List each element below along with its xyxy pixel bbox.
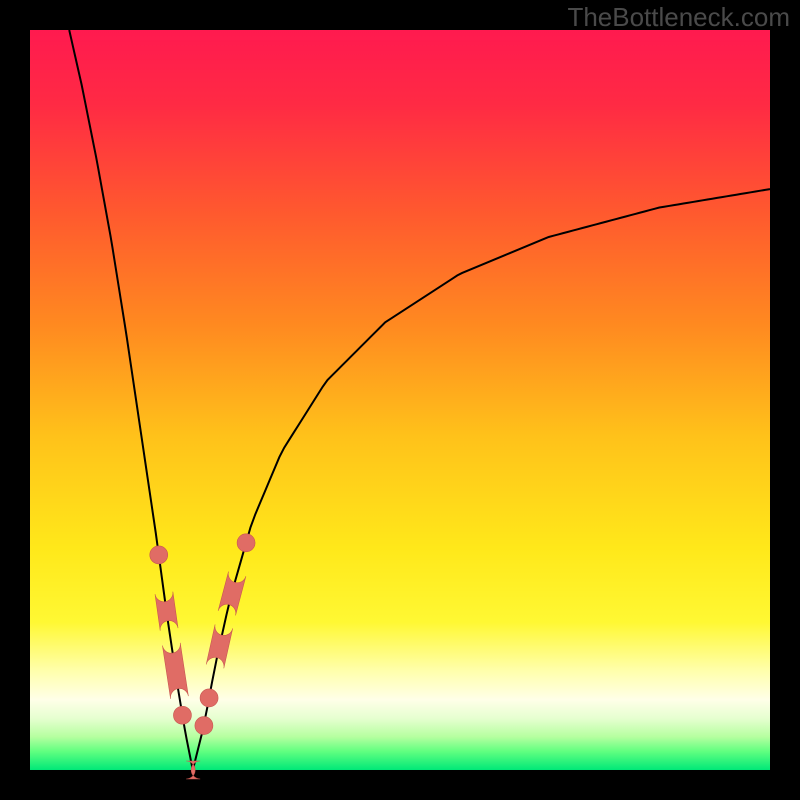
marker-dot xyxy=(237,534,255,552)
marker-dot xyxy=(150,546,168,564)
marker-dot xyxy=(200,689,218,707)
plot-area xyxy=(30,30,770,770)
marker-dot xyxy=(173,706,191,724)
chart-svg xyxy=(0,0,800,800)
marker-dot xyxy=(195,717,213,735)
watermark-text: TheBottleneck.com xyxy=(567,2,790,33)
chart-container: TheBottleneck.com xyxy=(0,0,800,800)
